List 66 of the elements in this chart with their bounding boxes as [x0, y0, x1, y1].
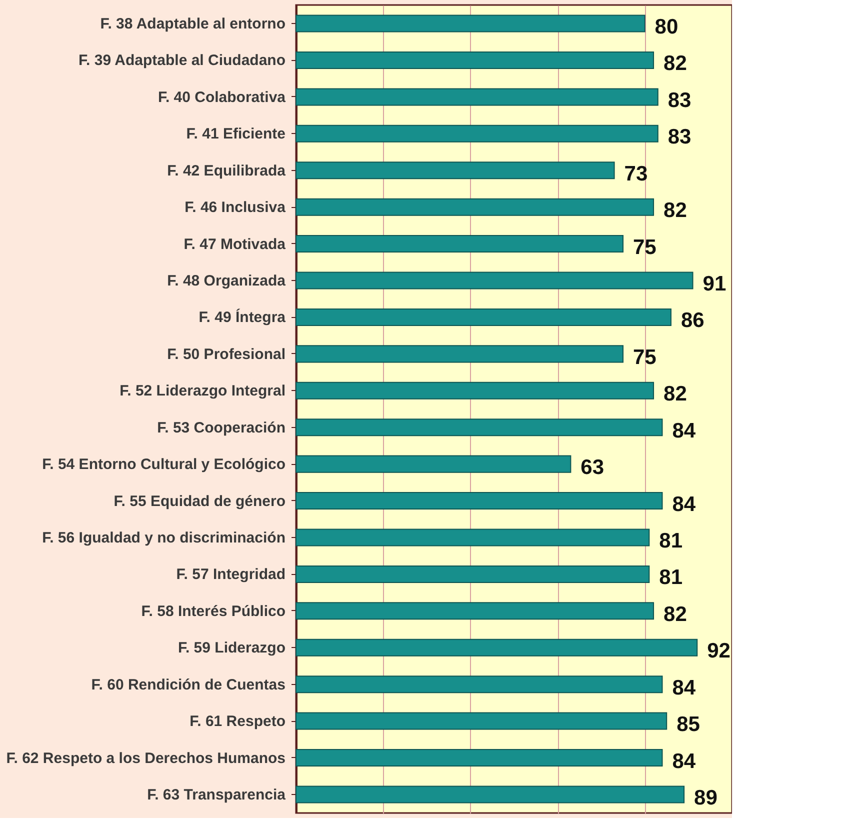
y-tick-label: F. 62 Respeto a los Derechos Humanos: [6, 750, 286, 767]
bar: [296, 676, 663, 694]
data-label: 85: [676, 713, 700, 736]
y-tick-label: F. 48 Organizada: [167, 272, 286, 290]
y-tick-label: F. 46 Inclusiva: [184, 199, 286, 216]
data-label: 80: [654, 16, 678, 39]
bar: [296, 602, 654, 620]
data-label: 86: [680, 309, 704, 332]
bar: [296, 492, 663, 510]
y-tick-label: F. 49 Íntegra: [198, 308, 286, 326]
y-tick-label: F. 47 Motivada: [184, 236, 286, 253]
y-tick-label: F. 53 Cooperación: [157, 419, 286, 436]
bar: [296, 418, 663, 436]
data-label: 81: [659, 529, 683, 552]
data-label: 82: [664, 52, 687, 76]
data-label: 92: [707, 640, 730, 663]
data-label: 82: [664, 602, 687, 626]
y-tick-label: F. 55 Equidad de género: [114, 492, 286, 510]
y-tick-label: F. 63 Transparencia: [147, 786, 286, 804]
bar: [296, 272, 694, 290]
data-label: 81: [659, 566, 683, 590]
data-label: 83: [668, 88, 692, 112]
data-label: 89: [694, 786, 718, 810]
y-tick-label: F. 57 Integridad: [176, 566, 286, 584]
data-label: 63: [580, 456, 604, 480]
data-label: 75: [633, 346, 657, 369]
bar: [296, 748, 663, 767]
data-label: 84: [672, 676, 696, 700]
y-tick-label: F. 58 Interés Público: [141, 602, 286, 620]
y-tick-label: F. 40 Colaborativa: [158, 88, 286, 106]
bar: [296, 51, 654, 70]
data-label: 75: [633, 236, 657, 259]
y-tick-label: F. 38 Adaptable al entorno: [100, 16, 286, 33]
bar: [296, 455, 572, 473]
data-label: 82: [664, 199, 687, 222]
y-tick-label: F. 61 Respeto: [190, 713, 286, 730]
bar: [296, 528, 650, 546]
data-label: 91: [702, 272, 726, 296]
y-tick-label: F. 60 Rendición de Cuentas: [91, 676, 286, 694]
bar: [296, 638, 698, 656]
y-tick-label: F. 52 Liderazgo Integral: [120, 382, 286, 400]
bar: [296, 786, 685, 804]
bar: [296, 345, 624, 363]
bar: [296, 162, 615, 180]
y-tick-label: F. 42 Equilibrada: [167, 162, 286, 180]
y-tick-label: F. 50 Profesional: [167, 346, 286, 363]
bar: [296, 712, 668, 730]
bar: [296, 235, 624, 253]
y-tick-label: F. 39 Adaptable al Ciudadano: [78, 52, 286, 70]
y-tick-label: F. 54 Entorno Cultural y Ecológico: [42, 456, 286, 474]
y-tick-label: F. 56 Igualdad y no discriminación: [42, 529, 286, 546]
bar: [296, 308, 672, 326]
data-label: 83: [668, 126, 692, 149]
bar: [296, 565, 650, 583]
bar: [296, 14, 646, 32]
y-tick-label: F. 41 Eficiente: [186, 126, 286, 143]
data-label: 73: [624, 162, 648, 186]
bar: [296, 198, 654, 216]
bar: [296, 382, 654, 400]
bar: [296, 124, 658, 142]
data-label: 84: [672, 419, 696, 442]
data-label: 84: [672, 492, 696, 516]
data-label: 84: [672, 750, 696, 773]
y-tick-label: F. 59 Liderazgo: [178, 640, 286, 657]
bar: [296, 88, 658, 106]
data-label: 82: [664, 382, 687, 406]
